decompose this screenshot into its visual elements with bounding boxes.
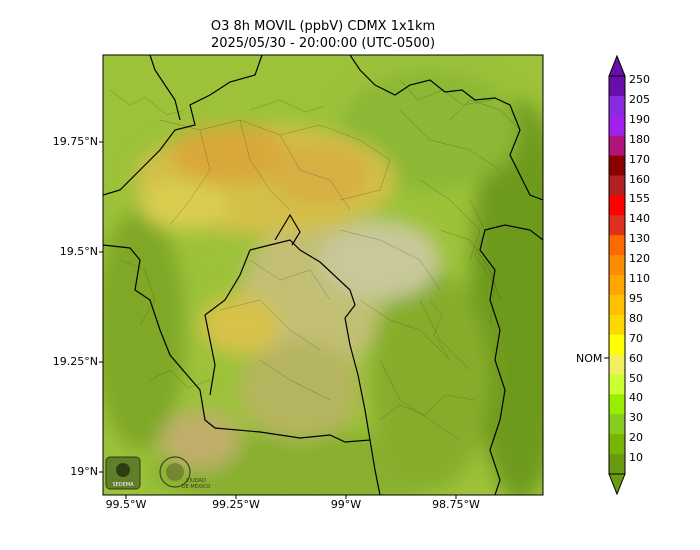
terrain-shading [109,79,496,421]
lon-label: 99°W [330,498,362,511]
colorbar-tick-label: 120 [629,252,650,266]
lat-label: 19.5°N [59,245,98,258]
colorbar-segment [609,294,625,316]
colorbar-tick-label: 130 [629,232,650,246]
colorbar-tick-label: 70 [629,331,643,345]
map-frame [102,54,544,496]
svg-text:SEDEMA: SEDEMA [112,482,134,488]
colorbar-tick-label: 40 [629,391,643,405]
colorbar-segment [609,314,625,336]
colorbar-segment [609,135,625,157]
colorbar-segment [609,434,625,455]
lat-label: 19°N [70,465,98,478]
nom-label: NOM [576,352,603,365]
colorbar-segment [609,76,625,97]
lon-label: 98.75°W [432,498,480,511]
state-boundaries [103,55,543,495]
colorbar-segment [609,354,625,375]
concentration-field [103,70,543,495]
sedema-logo: SEDEMA [105,456,141,490]
svg-text:CIUDAD: CIUDAD [186,478,206,484]
colorbar-tick-label: 110 [629,272,650,285]
colorbar-segment [609,95,625,117]
cdmx-logo: CIUDAD DE MÉXICO [159,456,210,490]
colorbar-max-arrow [608,54,626,77]
colorbar-segment [609,215,625,236]
colorbar-tick-label: 20 [629,431,643,445]
colorbar-tick-label: 180 [629,132,650,146]
colorbar-frame [608,75,626,475]
colorbar-segment [609,115,625,137]
colorbar-segment [609,334,625,356]
colorbar-segment [609,454,625,475]
colorbar-tick-label: 50 [629,371,643,385]
colorbar-tick-label: 80 [629,311,643,325]
colorbar-segment [609,195,625,216]
colorbar-tick-label: 190 [629,112,650,126]
colorbar-segment [609,275,625,296]
colorbar-segment [609,155,625,176]
map-title: O3 8h MOVIL (ppbV) CDMX 1x1km [210,19,436,34]
colorbar-segment [609,255,625,276]
colorbar-min-arrow [608,473,626,496]
colorbar-segment [609,175,625,196]
lon-label: 99.25°W [212,498,260,511]
lat-ticks [99,141,457,499]
colorbar-tick-label: 160 [629,172,650,186]
lat-label: 19.75°N [52,135,98,148]
lat-label: 19.25°N [52,355,98,368]
colorbar-tick-label: 10 [629,451,643,465]
colorbar-tick-label: 95 [629,291,643,305]
municipal-boundaries [159,99,521,441]
colorbar-tick-label: 30 [629,411,643,425]
lon-label: 99.5°W [105,498,147,511]
colorbar-tick-label: 140 [629,212,650,226]
svg-text:DE MÉXICO: DE MÉXICO [182,482,210,490]
colorbar-tick-label: 170 [629,152,650,166]
colorbar-segment [609,374,625,395]
colorbar-tick-label: 155 [629,192,650,206]
colorbar-segment [609,394,625,415]
colorbar-tick-label: 250 [629,73,650,86]
map-subtitle: 2025/05/30 - 20:00:00 (UTC-0500) [210,36,436,51]
colorbar-tick-label: 60 [629,351,643,365]
colorbar-segment [609,414,625,435]
colorbar-tick-label: 205 [629,92,650,106]
colorbar-segment [609,235,625,256]
